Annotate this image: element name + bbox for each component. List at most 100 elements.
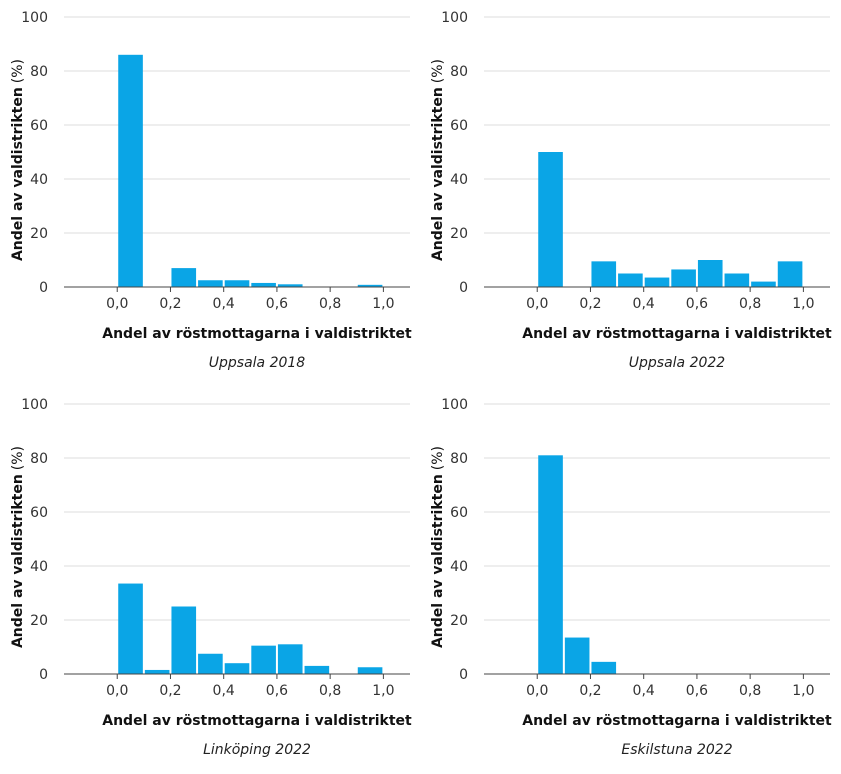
y-tick-label: 60 [30,505,48,521]
chart-caption: Eskilstuna 2022 [621,742,732,758]
x-axis-label: Andel av röstmottagarna i valdistriktet [102,326,412,342]
x-tick-label: 0,8 [739,296,761,312]
y-axis-label: Andel av valdistrikten (%) [10,446,26,648]
x-tick-label: 0,8 [319,683,341,699]
y-tick-label: 20 [30,226,48,242]
x-tick-label: 1,0 [372,683,394,699]
histogram-bar [564,637,590,674]
y-tick-label: 60 [30,118,48,134]
chart-svg: 0 20 40 60 80 100 0,0 0,2 0,4 0,6 0,8 1,0 Andel av r… [10,397,412,758]
x-axis-label: Andel av röstmottagarna i valdistriktet [522,713,832,729]
x-tick-label: 1,0 [372,296,394,312]
histogram-bar [277,644,303,674]
x-tick-label: 0,4 [633,683,655,699]
y-tick-label: 100 [441,10,468,26]
histogram-bar [357,284,383,287]
y-axis-label-unit: (%) [10,59,26,83]
x-tick-label: 0,0 [106,683,128,699]
y-tick-label: 20 [30,613,48,629]
x-tick-label: 0,6 [266,683,288,699]
histogram-bar [591,661,617,674]
histogram-bar [618,273,643,287]
chart-panel-linkoping-2022: 0 20 40 60 80 100 0,0 0,2 0,4 0,6 0,8 1,0 Andel av r… [0,387,420,774]
histogram-bar [198,280,223,287]
y-axis-label-text: Andel av valdistrikten [10,474,26,648]
histogram-bar [697,260,723,287]
x-tick-label: 1,0 [792,296,814,312]
y-tick-label: 80 [30,451,48,467]
y-tick-label: 20 [450,613,468,629]
histogram-bar [538,455,563,674]
y-tick-label: 20 [450,226,468,242]
chart-svg: 0 20 40 60 80 100 0,0 0,2 0,4 0,6 0,8 1,0 Andel av r… [430,10,832,371]
histogram-bar [198,653,223,674]
x-tick-label: 0,8 [319,296,341,312]
x-tick-label: 0,6 [266,296,288,312]
y-tick-label: 80 [450,451,468,467]
histogram-bar [724,273,750,287]
y-axis-label-unit: (%) [430,446,446,470]
y-tick-label: 40 [450,172,468,188]
histogram-bar [224,280,250,287]
x-tick-label: 0,6 [686,296,708,312]
y-tick-label: 0 [39,280,48,296]
histogram-bar [118,583,143,674]
histogram-bar [538,152,563,287]
chart-panel-eskilstuna-2022: 0 20 40 60 80 100 0,0 0,2 0,4 0,6 0,8 1,0 Andel av r… [420,387,840,774]
y-axis-label-unit: (%) [430,59,446,83]
y-tick-label: 80 [450,64,468,80]
y-tick-label: 80 [30,64,48,80]
chart-caption: Uppsala 2022 [629,355,726,371]
y-tick-label: 0 [39,667,48,683]
y-tick-label: 0 [459,280,468,296]
histogram-bar [224,663,250,674]
histogram-bar [777,261,803,287]
x-tick-label: 0,2 [579,683,601,699]
y-axis-label: Andel av valdistrikten (%) [430,446,446,648]
histogram-bar [644,277,670,287]
histogram-bar [591,261,617,287]
histogram-bar [118,54,143,287]
y-tick-label: 40 [30,172,48,188]
x-tick-label: 0,4 [633,296,655,312]
x-tick-label: 0,8 [739,683,761,699]
x-tick-label: 0,2 [159,683,181,699]
y-tick-label: 60 [450,118,468,134]
chart-svg: 0 20 40 60 80 100 0,0 0,2 0,4 0,6 0,8 1,0 Andel av r… [10,10,412,371]
x-axis-label: Andel av röstmottagarna i valdistriktet [102,713,412,729]
y-axis-label-text: Andel av valdistrikten [430,87,446,261]
y-axis-label-text: Andel av valdistrikten [10,87,26,261]
y-tick-label: 100 [21,10,48,26]
y-tick-label: 60 [450,505,468,521]
histogram-bar [671,269,696,287]
y-tick-label: 100 [441,397,468,413]
chart-svg: 0 20 40 60 80 100 0,0 0,2 0,4 0,6 0,8 1,0 Andel av r… [430,397,832,758]
y-tick-label: 40 [450,559,468,575]
histogram-bar [171,606,197,674]
histogram-bar [357,667,383,674]
chart-caption: Uppsala 2018 [209,355,306,371]
y-tick-label: 100 [21,397,48,413]
x-tick-label: 0,4 [213,683,235,699]
y-axis-label-unit: (%) [10,446,26,470]
chart-caption: Linköping 2022 [203,742,311,758]
histogram-bar [144,669,170,674]
x-tick-label: 0,2 [159,296,181,312]
y-tick-label: 40 [30,559,48,575]
histogram-bar [171,268,197,287]
chart-panel-uppsala-2022: 0 20 40 60 80 100 0,0 0,2 0,4 0,6 0,8 1,0 Andel av r… [420,0,840,387]
y-axis-label: Andel av valdistrikten (%) [10,59,26,261]
histogram-bar [751,281,776,287]
histogram-bar [304,665,330,674]
x-tick-label: 0,6 [686,683,708,699]
x-tick-label: 0,2 [579,296,601,312]
histogram-bar [277,284,303,287]
y-tick-label: 0 [459,667,468,683]
y-axis-label: Andel av valdistrikten (%) [430,59,446,261]
histogram-bar [251,282,276,287]
x-tick-label: 0,0 [526,683,548,699]
x-tick-label: 0,4 [213,296,235,312]
x-tick-label: 0,0 [526,296,548,312]
histogram-bar [251,645,276,674]
x-tick-label: 0,0 [106,296,128,312]
